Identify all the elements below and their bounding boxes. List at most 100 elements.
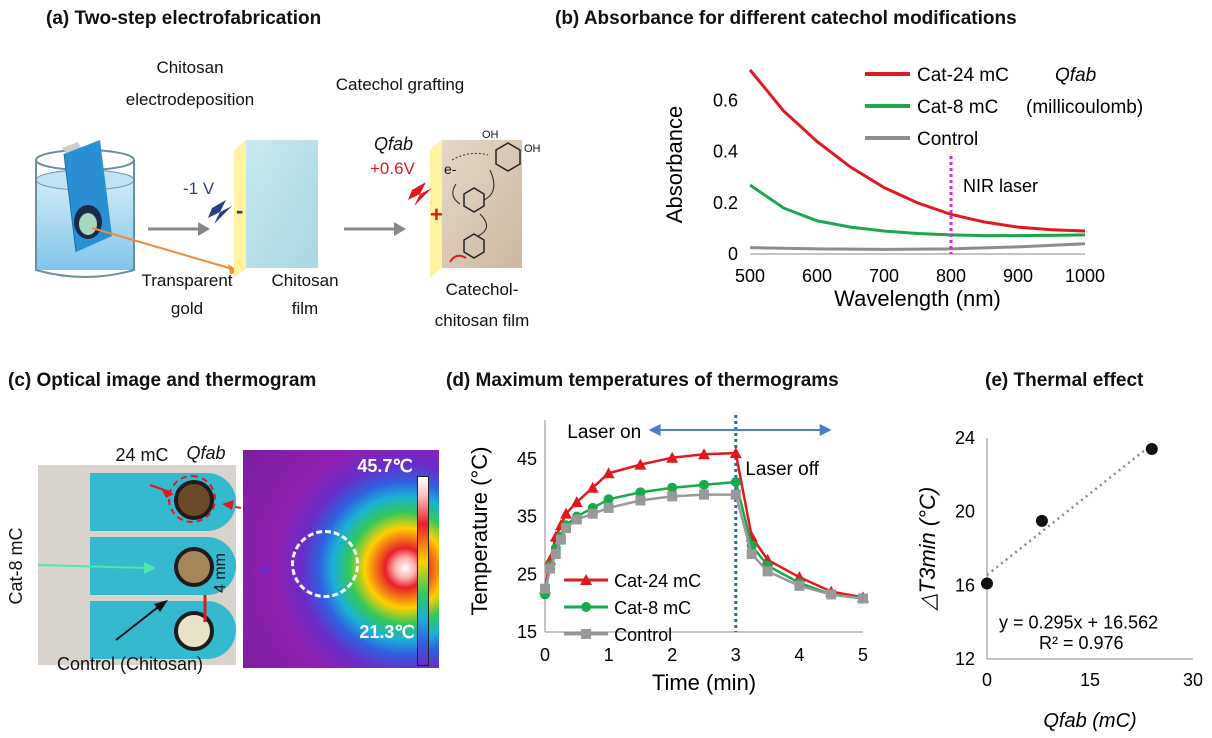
laser-off-arrowhead xyxy=(819,424,832,436)
x-tick-label: 30 xyxy=(1183,670,1203,690)
y-tick-label: 20 xyxy=(955,502,975,522)
x-tick-label: 1000 xyxy=(1065,266,1105,286)
data-point xyxy=(794,580,805,591)
x-tick-label: 700 xyxy=(869,266,899,286)
legend-label: Control xyxy=(917,129,978,150)
data-point xyxy=(545,563,556,574)
data-point xyxy=(729,447,742,459)
y-tick-label: 0 xyxy=(728,244,738,264)
data-point xyxy=(635,495,646,506)
data-point xyxy=(635,487,646,498)
thermogram-image xyxy=(243,450,439,668)
legend-note-qfab: Qfab xyxy=(1055,65,1096,86)
oh-label-1: OH xyxy=(482,129,499,141)
y-tick-label: 15 xyxy=(517,622,537,642)
data-point xyxy=(762,566,773,577)
y-tick-label: 12 xyxy=(955,649,975,669)
x-axis-label: Time (min) xyxy=(652,670,756,695)
panel-a-title: (a) Two-step electrofabrication xyxy=(46,8,322,29)
data-point xyxy=(586,481,599,493)
thermo-min-label: 21.3℃ xyxy=(359,622,415,642)
laser-off-label: Laser off xyxy=(745,459,819,480)
absorbance-chart: 500 600 700 800 900 1000 0 0.2 0.4 0.6 Wavelength … xyxy=(662,65,1143,311)
cat-film-label-line1: Catechol- xyxy=(445,280,519,299)
trend-r2: R² = 0.976 xyxy=(1039,633,1124,653)
chitosan-film-label-line1: Chitosan xyxy=(271,271,339,290)
y-axis-label: Temperature (°C) xyxy=(467,447,492,616)
voltage1-label: -1 V xyxy=(183,179,215,198)
chitosan-film-block xyxy=(234,140,318,278)
thermo-colorbar xyxy=(417,476,429,666)
device-photo xyxy=(38,465,236,665)
data-point xyxy=(603,494,614,505)
y-tick-label: 0.2 xyxy=(713,193,738,213)
x-tick-label: 0 xyxy=(540,645,550,665)
qfab-label: Qfab xyxy=(374,134,413,154)
x-tick-label: 500 xyxy=(735,266,765,286)
step1-label-line1: Chitosan xyxy=(156,58,224,77)
data-point xyxy=(602,467,615,479)
electrofab-schematic: - + -1 V +0.6V Qfab e- OH OH xyxy=(35,129,541,278)
y-tick-label: 16 xyxy=(955,575,975,595)
legend-marker xyxy=(581,629,592,639)
data-point xyxy=(667,491,678,502)
trend-equation: y = 0.295x + 16.562 xyxy=(999,612,1158,632)
trendline xyxy=(986,443,1153,576)
data-point xyxy=(603,502,614,513)
series-line-0 xyxy=(748,68,1086,233)
label-24mc: 24 mC xyxy=(115,445,169,465)
y-tick-label: 24 xyxy=(955,428,975,448)
oh-label-2: OH xyxy=(524,143,541,155)
series-line-2 xyxy=(749,242,1086,251)
x-tick-label: 600 xyxy=(802,266,832,286)
voltage2-label: +0.6V xyxy=(370,159,416,178)
thermal-effect-chart: 0 15 30 12 16 20 24 Qfab (mC) △T3min (°C) y = 0.2… xyxy=(915,428,1203,732)
legend-marker xyxy=(581,602,592,612)
step1-label-line2: electrodeposition xyxy=(125,90,255,109)
chitosan-film-label-line2: film xyxy=(291,299,319,318)
x-tick-label: 5 xyxy=(858,645,868,665)
legend-label: Control xyxy=(614,625,672,645)
data-point xyxy=(1035,514,1048,527)
y-axis-label: Absorbance xyxy=(662,106,687,223)
data-point xyxy=(560,523,571,534)
laser-on-arrowhead xyxy=(648,424,661,436)
data-point xyxy=(1145,443,1158,456)
data-point xyxy=(826,589,837,600)
panel-b-title: (b) Absorbance for different catechol mo… xyxy=(555,8,1017,29)
data-point xyxy=(730,489,741,500)
data-point xyxy=(559,507,572,519)
legend-label: Cat-24 mC xyxy=(614,571,701,591)
panel-d-title: (d) Maximum temperatures of thermograms xyxy=(446,370,839,391)
legend-label: Cat-24 mC xyxy=(917,65,1009,86)
x-axis-label: Wavelength (nm) xyxy=(834,286,1001,311)
panel-c-title: (c) Optical image and thermogram xyxy=(8,370,317,391)
legend-note-unit: (millicoulomb) xyxy=(1026,97,1143,118)
y-tick-label: 35 xyxy=(517,507,537,527)
gold-label-line2: gold xyxy=(170,299,204,318)
electron-label: e- xyxy=(444,161,457,177)
sample-control xyxy=(174,611,214,651)
x-tick-label: 800 xyxy=(936,266,966,286)
data-point xyxy=(550,549,561,560)
data-point xyxy=(667,482,678,493)
data-point xyxy=(698,448,710,460)
minus-sign: - xyxy=(236,198,243,223)
data-point xyxy=(571,514,582,525)
y-tick-label: 0.6 xyxy=(713,91,738,111)
data-point xyxy=(540,583,550,594)
legend-marker xyxy=(580,574,593,585)
laser-on-label: Laser on xyxy=(567,422,641,443)
panel-e-title: (e) Thermal effect xyxy=(985,370,1144,391)
step2-label: Catechol grafting xyxy=(335,75,465,94)
data-point xyxy=(666,451,679,463)
y-tick-label: 0.4 xyxy=(713,142,738,162)
series-line-1 xyxy=(749,183,1086,238)
gold-label-line1: Transparent xyxy=(141,271,233,290)
nir-annotation: NIR laser xyxy=(963,176,1038,196)
data-point xyxy=(555,534,566,545)
x-tick-label: 4 xyxy=(794,645,804,665)
electrode-icon xyxy=(62,140,112,253)
data-point xyxy=(981,577,993,590)
